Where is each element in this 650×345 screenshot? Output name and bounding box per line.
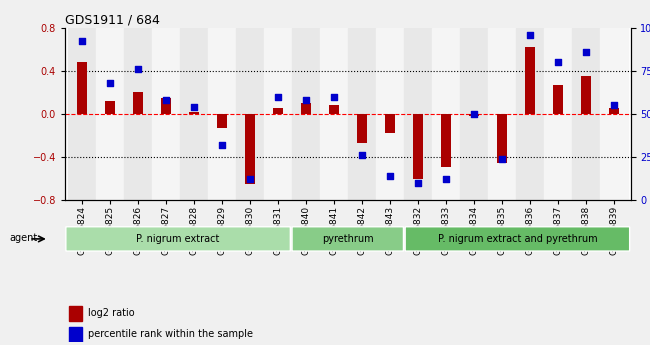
Point	[300, 97, 311, 103]
Text: agent: agent	[10, 233, 38, 243]
Point	[133, 66, 143, 72]
Bar	[525, 47, 534, 114]
Point	[385, 173, 395, 179]
Point	[161, 97, 171, 103]
Text: pyrethrum: pyrethrum	[322, 234, 374, 244]
Text: log2 ratio: log2 ratio	[88, 308, 135, 318]
Point	[441, 177, 451, 182]
Bar	[497, 114, 506, 164]
Point	[497, 156, 507, 161]
Bar	[133, 92, 143, 114]
Bar	[460, 28, 488, 200]
Bar	[515, 28, 543, 200]
Bar	[273, 108, 283, 114]
Point	[525, 32, 535, 37]
Point	[328, 94, 339, 99]
Bar	[96, 28, 124, 200]
Bar	[124, 28, 152, 200]
Point	[580, 49, 591, 55]
Bar	[357, 114, 367, 143]
Bar	[152, 28, 180, 200]
Point	[105, 80, 115, 86]
Bar	[77, 62, 86, 114]
Point	[244, 177, 255, 182]
Text: P. nigrum extract and pyrethrum: P. nigrum extract and pyrethrum	[437, 234, 597, 244]
Text: P. nigrum extract: P. nigrum extract	[136, 234, 220, 244]
Bar	[161, 98, 171, 114]
Point	[608, 102, 619, 108]
Text: GDS1911 / 684: GDS1911 / 684	[65, 13, 160, 27]
Point	[188, 104, 199, 110]
Bar	[69, 327, 83, 342]
Bar	[413, 114, 422, 179]
Bar	[105, 101, 114, 114]
FancyBboxPatch shape	[66, 227, 291, 251]
Bar	[236, 28, 264, 200]
Bar	[609, 108, 619, 114]
Bar	[572, 28, 600, 200]
Bar	[245, 114, 255, 184]
Text: percentile rank within the sample: percentile rank within the sample	[88, 329, 253, 339]
Bar	[68, 28, 96, 200]
Bar	[180, 28, 208, 200]
Bar	[189, 112, 199, 114]
Bar	[488, 28, 515, 200]
Point	[552, 59, 563, 65]
Bar	[348, 28, 376, 200]
Point	[357, 152, 367, 158]
Point	[413, 180, 423, 186]
Point	[216, 142, 227, 148]
Point	[272, 94, 283, 99]
Bar	[432, 28, 460, 200]
FancyBboxPatch shape	[292, 227, 404, 251]
Bar	[543, 28, 572, 200]
FancyBboxPatch shape	[405, 227, 630, 251]
Bar	[404, 28, 432, 200]
Point	[77, 39, 87, 44]
Bar	[69, 306, 83, 321]
Bar	[469, 114, 478, 116]
Bar	[441, 114, 450, 167]
Point	[469, 111, 479, 117]
Bar	[385, 114, 395, 133]
Bar	[217, 114, 227, 128]
Bar	[301, 103, 311, 114]
Bar	[600, 28, 628, 200]
Bar	[208, 28, 236, 200]
Bar	[376, 28, 404, 200]
Bar	[329, 105, 339, 114]
Bar	[292, 28, 320, 200]
Bar	[320, 28, 348, 200]
Bar	[264, 28, 292, 200]
Bar	[581, 76, 591, 114]
Bar	[552, 85, 563, 114]
